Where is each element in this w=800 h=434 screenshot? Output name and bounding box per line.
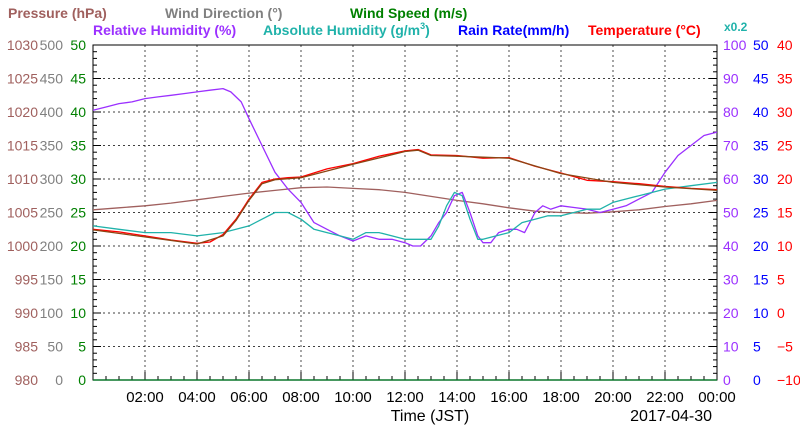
legend-pressure: Pressure (hPa) [8, 5, 107, 21]
series-line-dew-point [92, 149, 718, 245]
y-tick-label-wind-direction: 500 [40, 37, 64, 53]
y-tick-label-temperature: 20 [777, 171, 793, 187]
y-tick-label-wind-speed: 10 [70, 305, 86, 321]
legend-wind-direction: Wind Direction (°) [165, 5, 282, 21]
x-tick-label: 20:00 [594, 389, 632, 406]
y-tick-label-relative-humidity: 0 [723, 372, 731, 388]
legend-absolute-humidity: Absolute Humidity (g/m3) [263, 21, 430, 38]
y-tick-label-pressure: 1005 [7, 205, 38, 221]
x-tick-label: 14:00 [438, 389, 476, 406]
legend-wind-speed: Wind Speed (m/s) [350, 5, 467, 21]
y-tick-label-wind-speed: 40 [70, 104, 86, 120]
y-tick-label-wind-speed: 30 [70, 171, 86, 187]
y-tick-label-rain-rate: 20 [753, 238, 769, 254]
y-tick-label-temperature: 0 [777, 305, 785, 321]
y-tick-label-pressure: 1000 [7, 238, 38, 254]
series-line-pressure-hpa [92, 186, 718, 214]
x-tick-label: 06:00 [230, 389, 268, 406]
y-tick-label-rain-rate: 25 [753, 205, 769, 221]
x-tick-label: 02:00 [126, 389, 164, 406]
y-tick-label-temperature: 5 [777, 272, 785, 288]
y-tick-label-relative-humidity: 90 [723, 71, 739, 87]
grid [93, 45, 717, 380]
x-tick-label: 22:00 [646, 389, 684, 406]
y-tick-label-wind-speed: 45 [70, 71, 86, 87]
legend-rain-rate: Rain Rate(mm/h) [458, 22, 569, 38]
y-tick-label-relative-humidity: 20 [723, 305, 739, 321]
series-group [92, 87, 718, 381]
y-tick-label-wind-direction: 450 [40, 71, 64, 87]
x-tick-label: 18:00 [542, 389, 580, 406]
y-tick-label-wind-speed: 35 [70, 138, 86, 154]
y-tick-label-wind-speed: 20 [70, 238, 86, 254]
y-tick-label-wind-speed: 50 [70, 37, 86, 53]
date-label: 2017-04-30 [630, 408, 712, 425]
x-tick-label: 04:00 [178, 389, 216, 406]
y-tick-label-temperature: 10 [777, 238, 793, 254]
y-tick-label-rain-rate: 5 [753, 339, 761, 355]
x-tick-label: 10:00 [334, 389, 372, 406]
x-axis: 02:00 04:00 06:00 08:00 10:00 12:00 14:00 16:00… [92, 372, 736, 406]
y-tick-label-wind-direction: 300 [40, 171, 64, 187]
y-tick-label-pressure: 1030 [7, 37, 38, 53]
series-line-temperature-c [92, 148, 718, 244]
y-tick-label-wind-speed: 15 [70, 272, 86, 288]
y-tick-label-pressure: 1015 [7, 138, 38, 154]
y-tick-label-wind-direction: 0 [55, 372, 63, 388]
y-tick-label-temperature: 25 [777, 138, 793, 154]
legend-temperature: Temperature (°C) [588, 22, 701, 38]
legend: Pressure (hPa) Wind Direction (°) Wind S… [8, 5, 748, 38]
legend-relative-humidity: Relative Humidity (%) [93, 22, 236, 38]
y-tick-label-temperature: 15 [777, 205, 793, 221]
y-tick-label-rain-rate: 45 [753, 71, 769, 87]
y-tick-label-relative-humidity: 40 [723, 238, 739, 254]
x-tick-label: 16:00 [490, 389, 528, 406]
y-tick-label-rain-rate: 10 [753, 305, 769, 321]
y-tick-label-temperature: 35 [777, 71, 793, 87]
y-tick-label-relative-humidity: 100 [723, 37, 747, 53]
y-tick-label-temperature: 40 [777, 37, 793, 53]
y-tick-label-wind-speed: 0 [78, 372, 86, 388]
x-axis-label: Time (JST) [391, 408, 470, 425]
y-tick-label-relative-humidity: 70 [723, 138, 739, 154]
legend-multiplier: x0.2 [724, 20, 748, 34]
y-tick-label-wind-direction: 250 [40, 205, 64, 221]
y-tick-label-pressure: 1025 [7, 71, 38, 87]
x-tick-label: 12:00 [386, 389, 424, 406]
y-tick-label-wind-direction: 100 [40, 305, 64, 321]
y-tick-label-pressure: 980 [15, 372, 39, 388]
y-tick-label-wind-direction: 350 [40, 138, 64, 154]
series-line-relative-humidity [92, 87, 718, 247]
y-tick-label-wind-speed: 5 [78, 339, 86, 355]
x-tick-label: 08:00 [282, 389, 320, 406]
y-tick-label-temperature: −5 [777, 339, 793, 355]
y-tick-label-wind-speed: 25 [70, 205, 86, 221]
x-tick-label: 00:00 [698, 389, 736, 406]
y-tick-label-rain-rate: 0 [753, 372, 761, 388]
y-tick-label-wind-direction: 400 [40, 104, 64, 120]
y-axes: 9809859909951000100510101015102010251030… [7, 37, 800, 388]
y-tick-label-relative-humidity: 50 [723, 205, 739, 221]
y-tick-label-pressure: 1010 [7, 171, 38, 187]
series-line-absolute-humidity-g-m3 [92, 181, 718, 240]
y-tick-label-pressure: 985 [15, 339, 39, 355]
y-tick-label-relative-humidity: 60 [723, 171, 739, 187]
y-tick-label-pressure: 995 [15, 272, 39, 288]
y-tick-label-relative-humidity: 80 [723, 104, 739, 120]
y-tick-label-temperature: 30 [777, 104, 793, 120]
y-tick-label-wind-direction: 200 [40, 238, 64, 254]
y-tick-label-rain-rate: 30 [753, 171, 769, 187]
y-tick-label-pressure: 990 [15, 305, 39, 321]
y-tick-label-rain-rate: 40 [753, 104, 769, 120]
y-tick-label-wind-direction: 50 [47, 339, 63, 355]
y-tick-label-relative-humidity: 30 [723, 272, 739, 288]
y-tick-label-relative-humidity: 10 [723, 339, 739, 355]
y-tick-label-rain-rate: 35 [753, 138, 769, 154]
y-tick-label-wind-direction: 150 [40, 272, 64, 288]
y-tick-label-rain-rate: 50 [753, 37, 769, 53]
y-tick-label-rain-rate: 15 [753, 272, 769, 288]
y-tick-label-temperature: −10 [777, 372, 800, 388]
y-tick-label-pressure: 1020 [7, 104, 38, 120]
